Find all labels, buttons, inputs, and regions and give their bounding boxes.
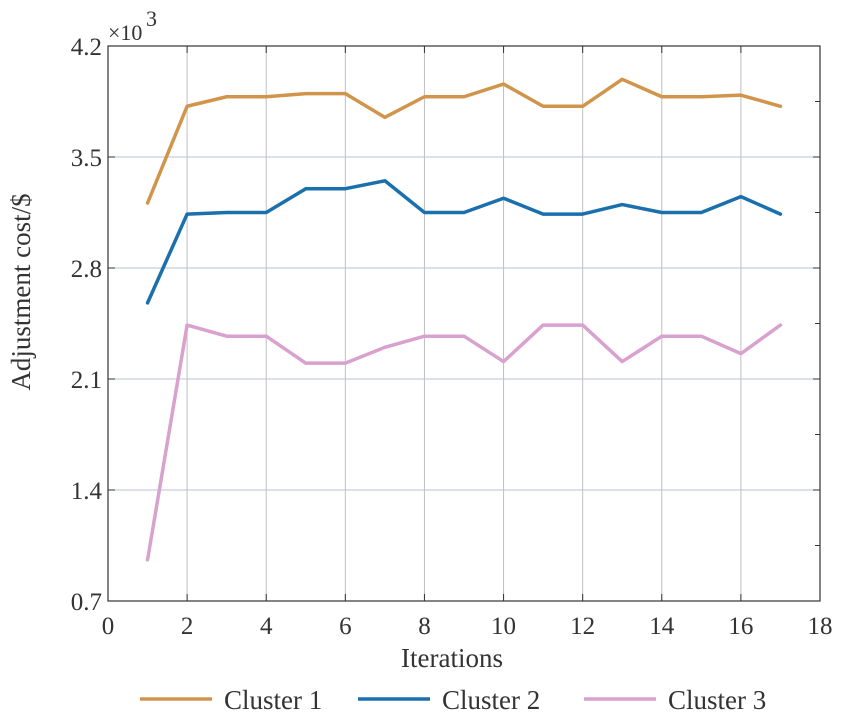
series-line-cluster-1	[145, 77, 783, 205]
x-tick-label: 16	[728, 613, 753, 640]
x-axis-label: Iterations	[401, 643, 503, 673]
x-tick-label: 8	[418, 613, 431, 640]
x-tick-label: 2	[181, 613, 194, 640]
x-tick-label: 18	[808, 613, 833, 640]
y-tick-label: 4.2	[71, 34, 102, 61]
y-multiplier-label: ×10	[108, 20, 142, 45]
x-tick-label: 0	[102, 613, 115, 640]
y-tick-label: 3.5	[71, 145, 102, 172]
y-tick-label: 1.4	[71, 478, 103, 505]
tick-labels: 0 2 4 6 8 10 12 14 16 18 0.7 1.4 2.1 2.8 3.5 4.2	[71, 34, 833, 640]
y-tick-label: 0.7	[71, 589, 102, 616]
x-tick-label: 12	[570, 613, 595, 640]
x-tick-label: 10	[491, 613, 516, 640]
y-axis-label: Adjustment cost/$	[6, 193, 36, 390]
series-line-cluster-2	[145, 179, 783, 305]
x-tick-label: 6	[339, 613, 352, 640]
legend: Cluster 1 Cluster 2 Cluster 3	[140, 685, 766, 715]
x-tick-label: 14	[649, 613, 675, 640]
axis-ticks	[107, 45, 821, 602]
legend-label-cluster-1: Cluster 1	[224, 685, 322, 715]
series-line-cluster-3	[145, 323, 783, 562]
x-tick-label: 4	[260, 613, 273, 640]
legend-label-cluster-2: Cluster 2	[442, 685, 540, 715]
y-tick-label: 2.1	[71, 367, 102, 394]
legend-label-cluster-3: Cluster 3	[668, 685, 766, 715]
series-lines	[145, 77, 783, 562]
y-multiplier-exponent: 3	[146, 6, 157, 31]
grid	[108, 46, 820, 601]
y-tick-label: 2.8	[71, 256, 102, 283]
